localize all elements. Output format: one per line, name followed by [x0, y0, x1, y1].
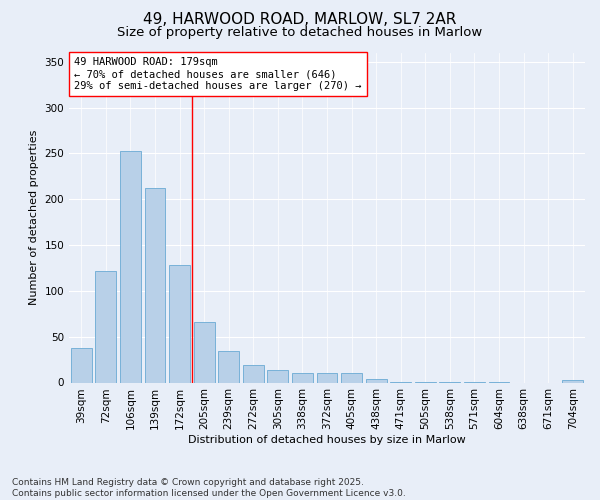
Text: 49 HARWOOD ROAD: 179sqm
← 70% of detached houses are smaller (646)
29% of semi-d: 49 HARWOOD ROAD: 179sqm ← 70% of detache… — [74, 58, 362, 90]
Bar — [341, 374, 362, 382]
Text: Contains HM Land Registry data © Crown copyright and database right 2025.
Contai: Contains HM Land Registry data © Crown c… — [12, 478, 406, 498]
Bar — [169, 265, 190, 382]
Y-axis label: Number of detached properties: Number of detached properties — [29, 130, 39, 305]
Bar — [95, 270, 116, 382]
Bar — [365, 379, 386, 382]
Bar — [292, 374, 313, 382]
Text: Size of property relative to detached houses in Marlow: Size of property relative to detached ho… — [118, 26, 482, 39]
Bar — [194, 322, 215, 382]
Bar — [71, 348, 92, 382]
Text: 49, HARWOOD ROAD, MARLOW, SL7 2AR: 49, HARWOOD ROAD, MARLOW, SL7 2AR — [143, 12, 457, 28]
Bar — [145, 188, 166, 382]
Bar — [317, 374, 337, 382]
Bar — [120, 152, 141, 382]
Bar — [562, 380, 583, 382]
Bar — [218, 352, 239, 382]
X-axis label: Distribution of detached houses by size in Marlow: Distribution of detached houses by size … — [188, 435, 466, 445]
Bar — [243, 365, 264, 382]
Bar — [268, 370, 289, 382]
